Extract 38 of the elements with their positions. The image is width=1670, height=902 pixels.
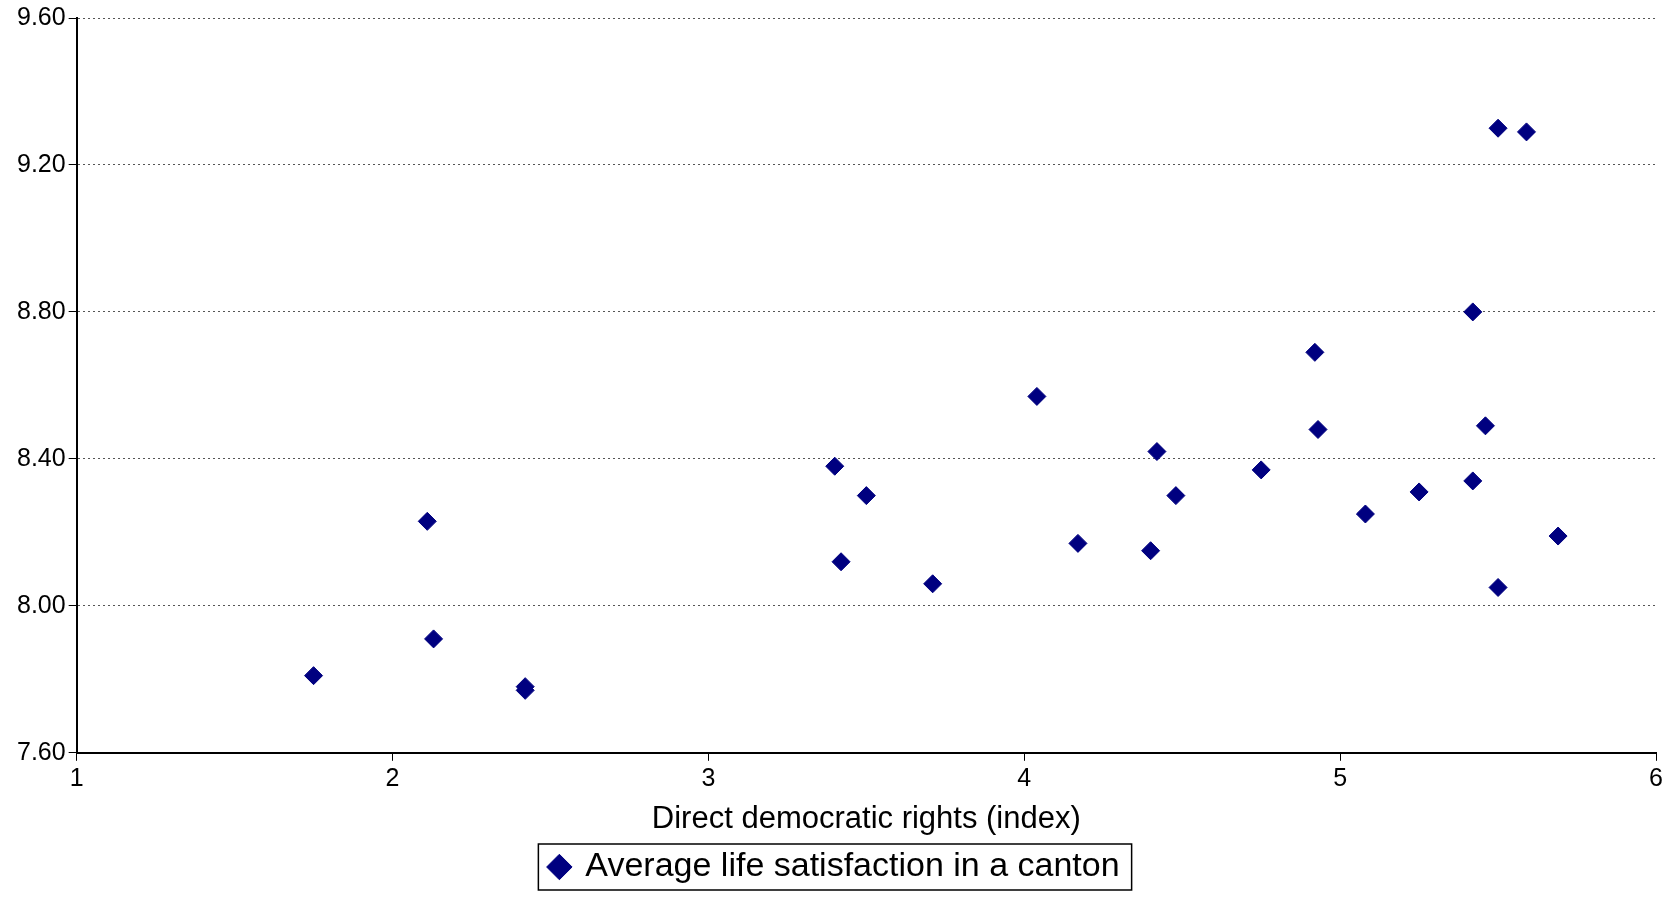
y-tick-label: 9.20 xyxy=(16,148,66,177)
x-axis-title: Direct democratic rights (index) xyxy=(651,799,1081,835)
x-tick-label: 5 xyxy=(1333,762,1348,791)
point xyxy=(825,456,845,476)
point xyxy=(1409,482,1429,502)
y-tick-label: 7.60 xyxy=(16,736,66,765)
point xyxy=(417,511,437,531)
x-tick-label: 6 xyxy=(1649,762,1663,791)
point xyxy=(1308,419,1328,439)
legend-label: Average life satisfaction in a canton xyxy=(585,845,1120,884)
x-tick-label: 1 xyxy=(69,762,84,791)
point xyxy=(923,574,943,594)
point xyxy=(1166,486,1186,506)
y-tick-label: 8.80 xyxy=(16,295,66,324)
point xyxy=(1463,471,1483,491)
point xyxy=(1463,302,1483,322)
point xyxy=(304,666,324,686)
point xyxy=(1027,386,1047,406)
x-tick-label: 3 xyxy=(701,762,716,791)
point xyxy=(1488,577,1508,597)
x-tick-label: 2 xyxy=(385,762,400,791)
x-tick-label: 4 xyxy=(1017,762,1032,791)
point xyxy=(1068,533,1088,553)
point xyxy=(831,552,851,572)
y-tick-label: 9.60 xyxy=(16,1,66,30)
point xyxy=(1305,342,1325,362)
point xyxy=(1147,442,1167,462)
y-tick-label: 8.00 xyxy=(16,589,66,618)
point xyxy=(1516,122,1536,142)
point xyxy=(1488,118,1508,138)
point xyxy=(1475,416,1495,436)
point xyxy=(856,486,876,506)
point xyxy=(1141,541,1161,561)
y-tick-label: 8.40 xyxy=(16,442,66,471)
point xyxy=(424,629,444,649)
point xyxy=(1355,504,1375,524)
point xyxy=(1548,526,1568,546)
point xyxy=(1251,460,1271,480)
